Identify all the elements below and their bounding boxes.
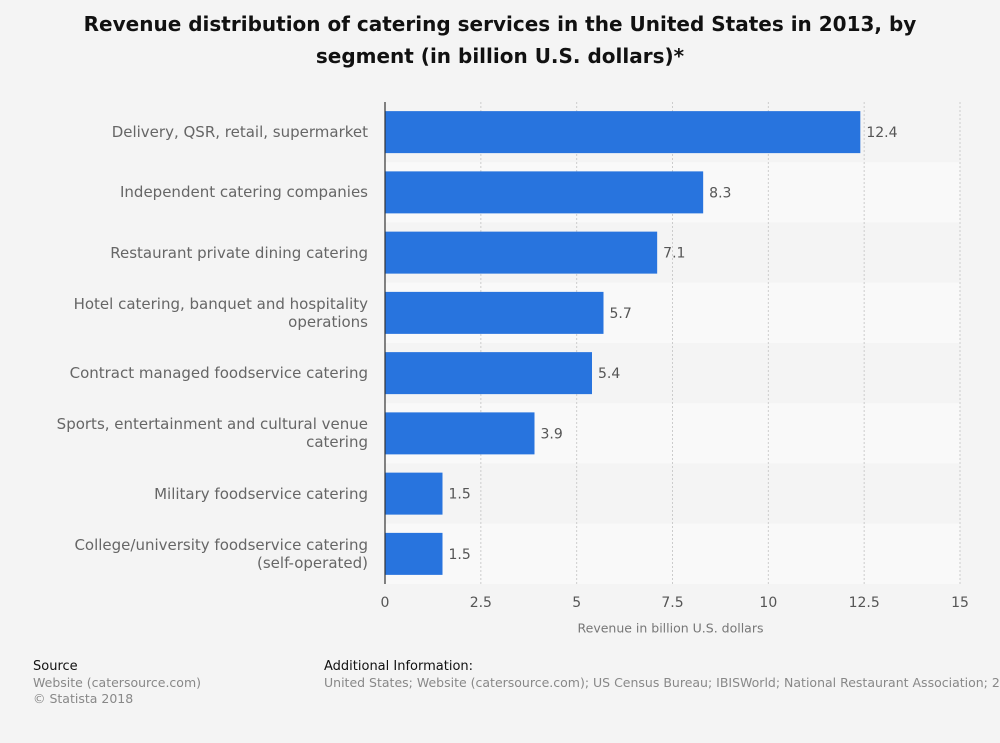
source: Website (catersource.com) xyxy=(33,675,201,690)
x-tick-label: 12.5 xyxy=(849,595,880,611)
row-band xyxy=(385,523,960,584)
value-label: 7.1 xyxy=(663,246,685,262)
value-label: 12.4 xyxy=(866,125,897,141)
bar xyxy=(385,532,443,575)
source-heading: Source xyxy=(33,659,78,674)
bar xyxy=(385,171,704,214)
bar xyxy=(385,472,443,515)
copyright: © Statista 2018 xyxy=(33,691,134,706)
y-tick-label: Contract managed foodservice catering xyxy=(69,364,368,382)
value-label: 5.7 xyxy=(610,306,632,322)
bar xyxy=(385,231,658,274)
value-label: 3.9 xyxy=(541,426,563,442)
y-tick-label: College/university foodservice catering … xyxy=(74,535,368,572)
bar xyxy=(385,291,604,334)
y-tick-label: Hotel catering, banquet and hospitality … xyxy=(73,294,368,331)
info-block: Additional Information: United States; W… xyxy=(324,658,1000,691)
y-tick-label: Military foodservice catering xyxy=(154,484,368,503)
bar xyxy=(385,111,861,154)
y-tick-label: Independent catering companies xyxy=(120,183,368,202)
value-label: 8.3 xyxy=(709,185,731,201)
value-label: 1.5 xyxy=(449,547,471,563)
value-label: 1.5 xyxy=(449,487,471,503)
info-heading: Additional Information: xyxy=(324,659,474,674)
bar xyxy=(385,352,592,395)
y-tick-label: Restaurant private dining catering xyxy=(110,243,368,262)
x-tick-label: 0 xyxy=(381,595,390,611)
bar xyxy=(385,412,535,455)
x-tick-label: 10 xyxy=(759,595,777,611)
x-tick-label: 7.5 xyxy=(661,595,683,611)
y-tick-label: Delivery, QSR, retail, supermarket xyxy=(111,123,368,141)
source-block: Source Website (catersource.com) © Stati… xyxy=(33,658,201,707)
x-tick-label: 15 xyxy=(951,595,969,611)
y-tick-label: Sports, entertainment and cultural venue… xyxy=(56,415,368,452)
x-tick-label: 2.5 xyxy=(470,595,492,611)
value-label: 5.4 xyxy=(598,366,620,382)
info: United States; Website (catersource.com)… xyxy=(324,675,1000,690)
chart-title: Revenue distribution of catering service… xyxy=(83,12,917,68)
x-tick-label: 5 xyxy=(572,595,581,611)
x-axis-label: Revenue in billion U.S. dollars xyxy=(578,621,764,636)
row-band xyxy=(385,463,960,524)
